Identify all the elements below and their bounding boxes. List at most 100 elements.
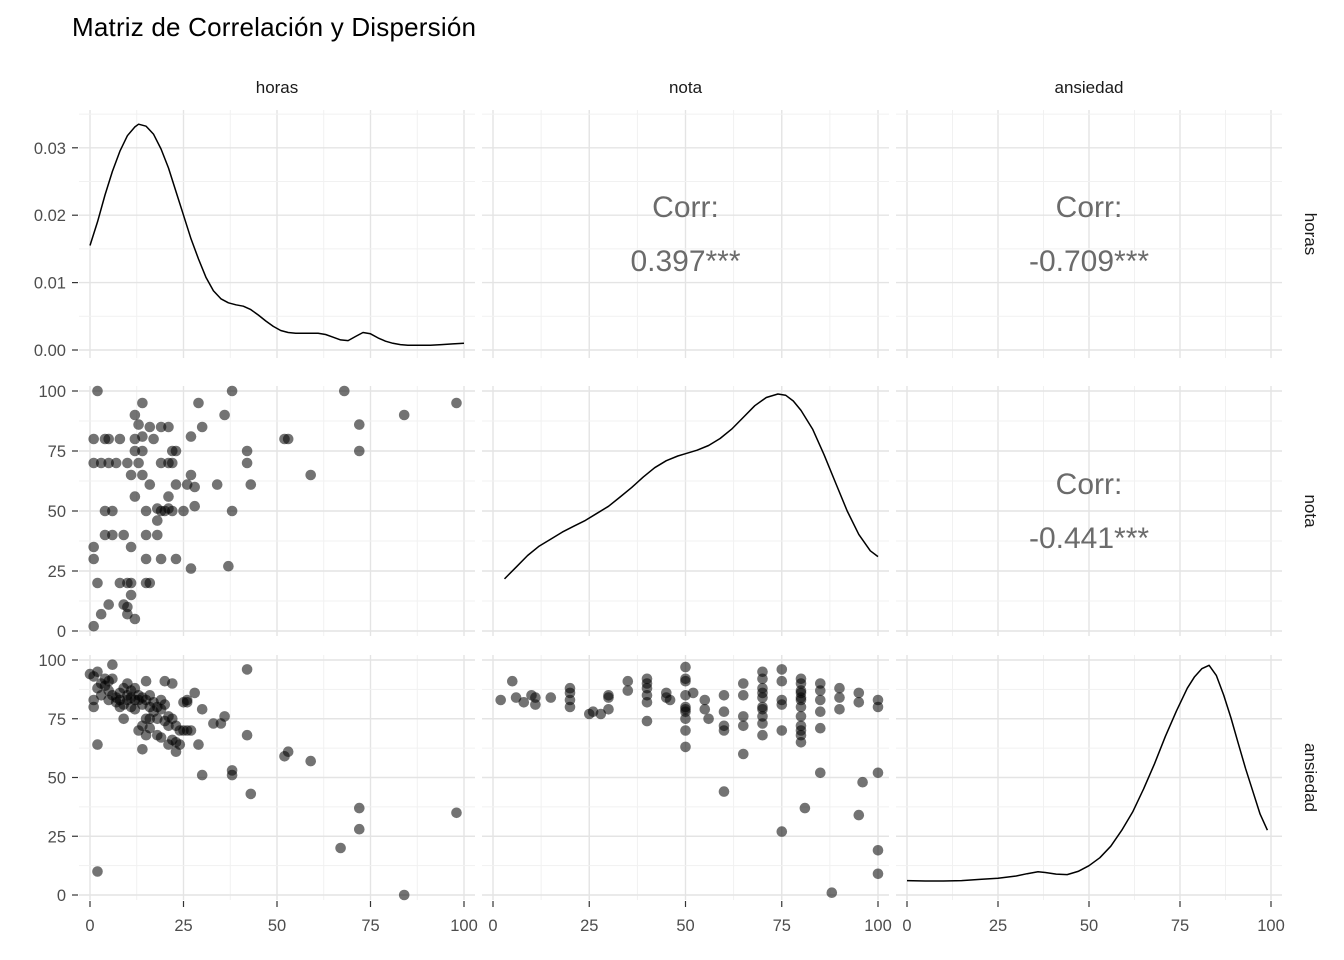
data-point (354, 419, 365, 430)
data-point (776, 826, 788, 837)
data-point (140, 675, 152, 687)
data-point (799, 802, 811, 814)
data-point (185, 431, 197, 442)
y-axis-tick-label: 25 (48, 563, 66, 581)
panel-nota-nota-density_norm (482, 386, 889, 636)
row-strip-horas: horas (1301, 213, 1320, 256)
data-point (189, 687, 200, 699)
panel-ansiedad-nota-scatter (482, 655, 889, 900)
data-point (155, 732, 167, 743)
data-point (92, 385, 103, 397)
data-point (118, 713, 129, 725)
data-point (155, 553, 167, 565)
data-point (167, 678, 178, 689)
data-point (226, 385, 238, 397)
data-point (103, 433, 114, 445)
data-point (826, 887, 838, 898)
data-point (125, 589, 137, 601)
data-point (451, 397, 462, 409)
data-point (133, 419, 144, 430)
data-point (776, 664, 788, 675)
data-point (163, 491, 174, 502)
data-point (140, 505, 152, 517)
data-point (103, 457, 114, 469)
data-point (518, 697, 530, 708)
data-point (137, 445, 148, 457)
data-point (185, 725, 197, 736)
data-point (129, 445, 141, 457)
data-point (193, 397, 204, 409)
data-point (622, 675, 634, 687)
y-axis-tick-label: 100 (38, 652, 66, 670)
data-point (114, 433, 126, 445)
data-point (88, 553, 99, 565)
data-point (776, 725, 788, 736)
data-point (144, 421, 156, 433)
data-point (122, 457, 133, 469)
x-axis-tick-label: 25 (989, 917, 1007, 935)
data-point (738, 748, 749, 760)
data-point (208, 718, 219, 729)
data-point (140, 729, 152, 741)
data-point (305, 755, 316, 767)
data-point (699, 704, 711, 715)
y-axis-tick-label: 100 (38, 383, 66, 401)
data-point (595, 708, 607, 720)
data-point (107, 673, 118, 685)
data-point (159, 699, 171, 710)
data-point (757, 673, 768, 685)
x-axis-tick-label: 100 (450, 917, 478, 935)
data-point (125, 541, 137, 553)
data-point (129, 409, 141, 421)
data-point (107, 529, 118, 541)
data-point (680, 713, 691, 725)
data-point (107, 659, 118, 670)
data-point (219, 409, 230, 421)
data-point (564, 701, 576, 713)
data-point (137, 431, 148, 442)
panel-horas-horas-density (79, 110, 475, 358)
data-point (872, 845, 884, 856)
data-point (196, 769, 208, 781)
data-point (125, 469, 137, 481)
data-point (118, 529, 129, 541)
column-strip-horas: horas (256, 78, 299, 97)
data-point (451, 807, 462, 819)
corr-label: Corr: (652, 191, 719, 224)
data-point (641, 715, 653, 727)
data-point (622, 685, 634, 696)
data-point (699, 694, 711, 706)
data-point (170, 553, 182, 565)
data-point (155, 457, 167, 469)
data-point (795, 737, 807, 748)
data-point (776, 699, 788, 710)
data-point (718, 690, 730, 701)
data-point (834, 682, 845, 694)
row-strip-nota: nota (1301, 494, 1320, 528)
panel-horas-ansiedad-corr: Corr: -0.709*** (896, 110, 1282, 358)
data-point (226, 505, 238, 517)
data-point (181, 694, 193, 706)
data-point (641, 697, 653, 708)
x-axis-tick-label: 25 (580, 917, 598, 935)
panel-nota-horas-scatter (79, 385, 475, 636)
data-point (129, 491, 141, 502)
column-strip-nota: nota (669, 78, 703, 97)
data-point (167, 457, 178, 469)
data-point (137, 720, 148, 732)
data-point (185, 469, 197, 481)
data-point (757, 718, 768, 729)
data-point (718, 725, 730, 736)
panel-ansiedad-horas-scatter (79, 655, 475, 901)
data-point (776, 675, 788, 687)
data-point (144, 479, 156, 490)
x-axis-tick-label: 0 (488, 917, 497, 935)
data-point (241, 445, 253, 457)
corr-value: 0.397*** (630, 245, 740, 278)
data-point (88, 457, 99, 469)
data-point (872, 701, 884, 713)
y-axis-tick-label: 75 (48, 443, 66, 461)
data-point (853, 697, 865, 708)
y-axis-tick-label: 0.00 (34, 342, 66, 360)
data-point (95, 457, 107, 469)
